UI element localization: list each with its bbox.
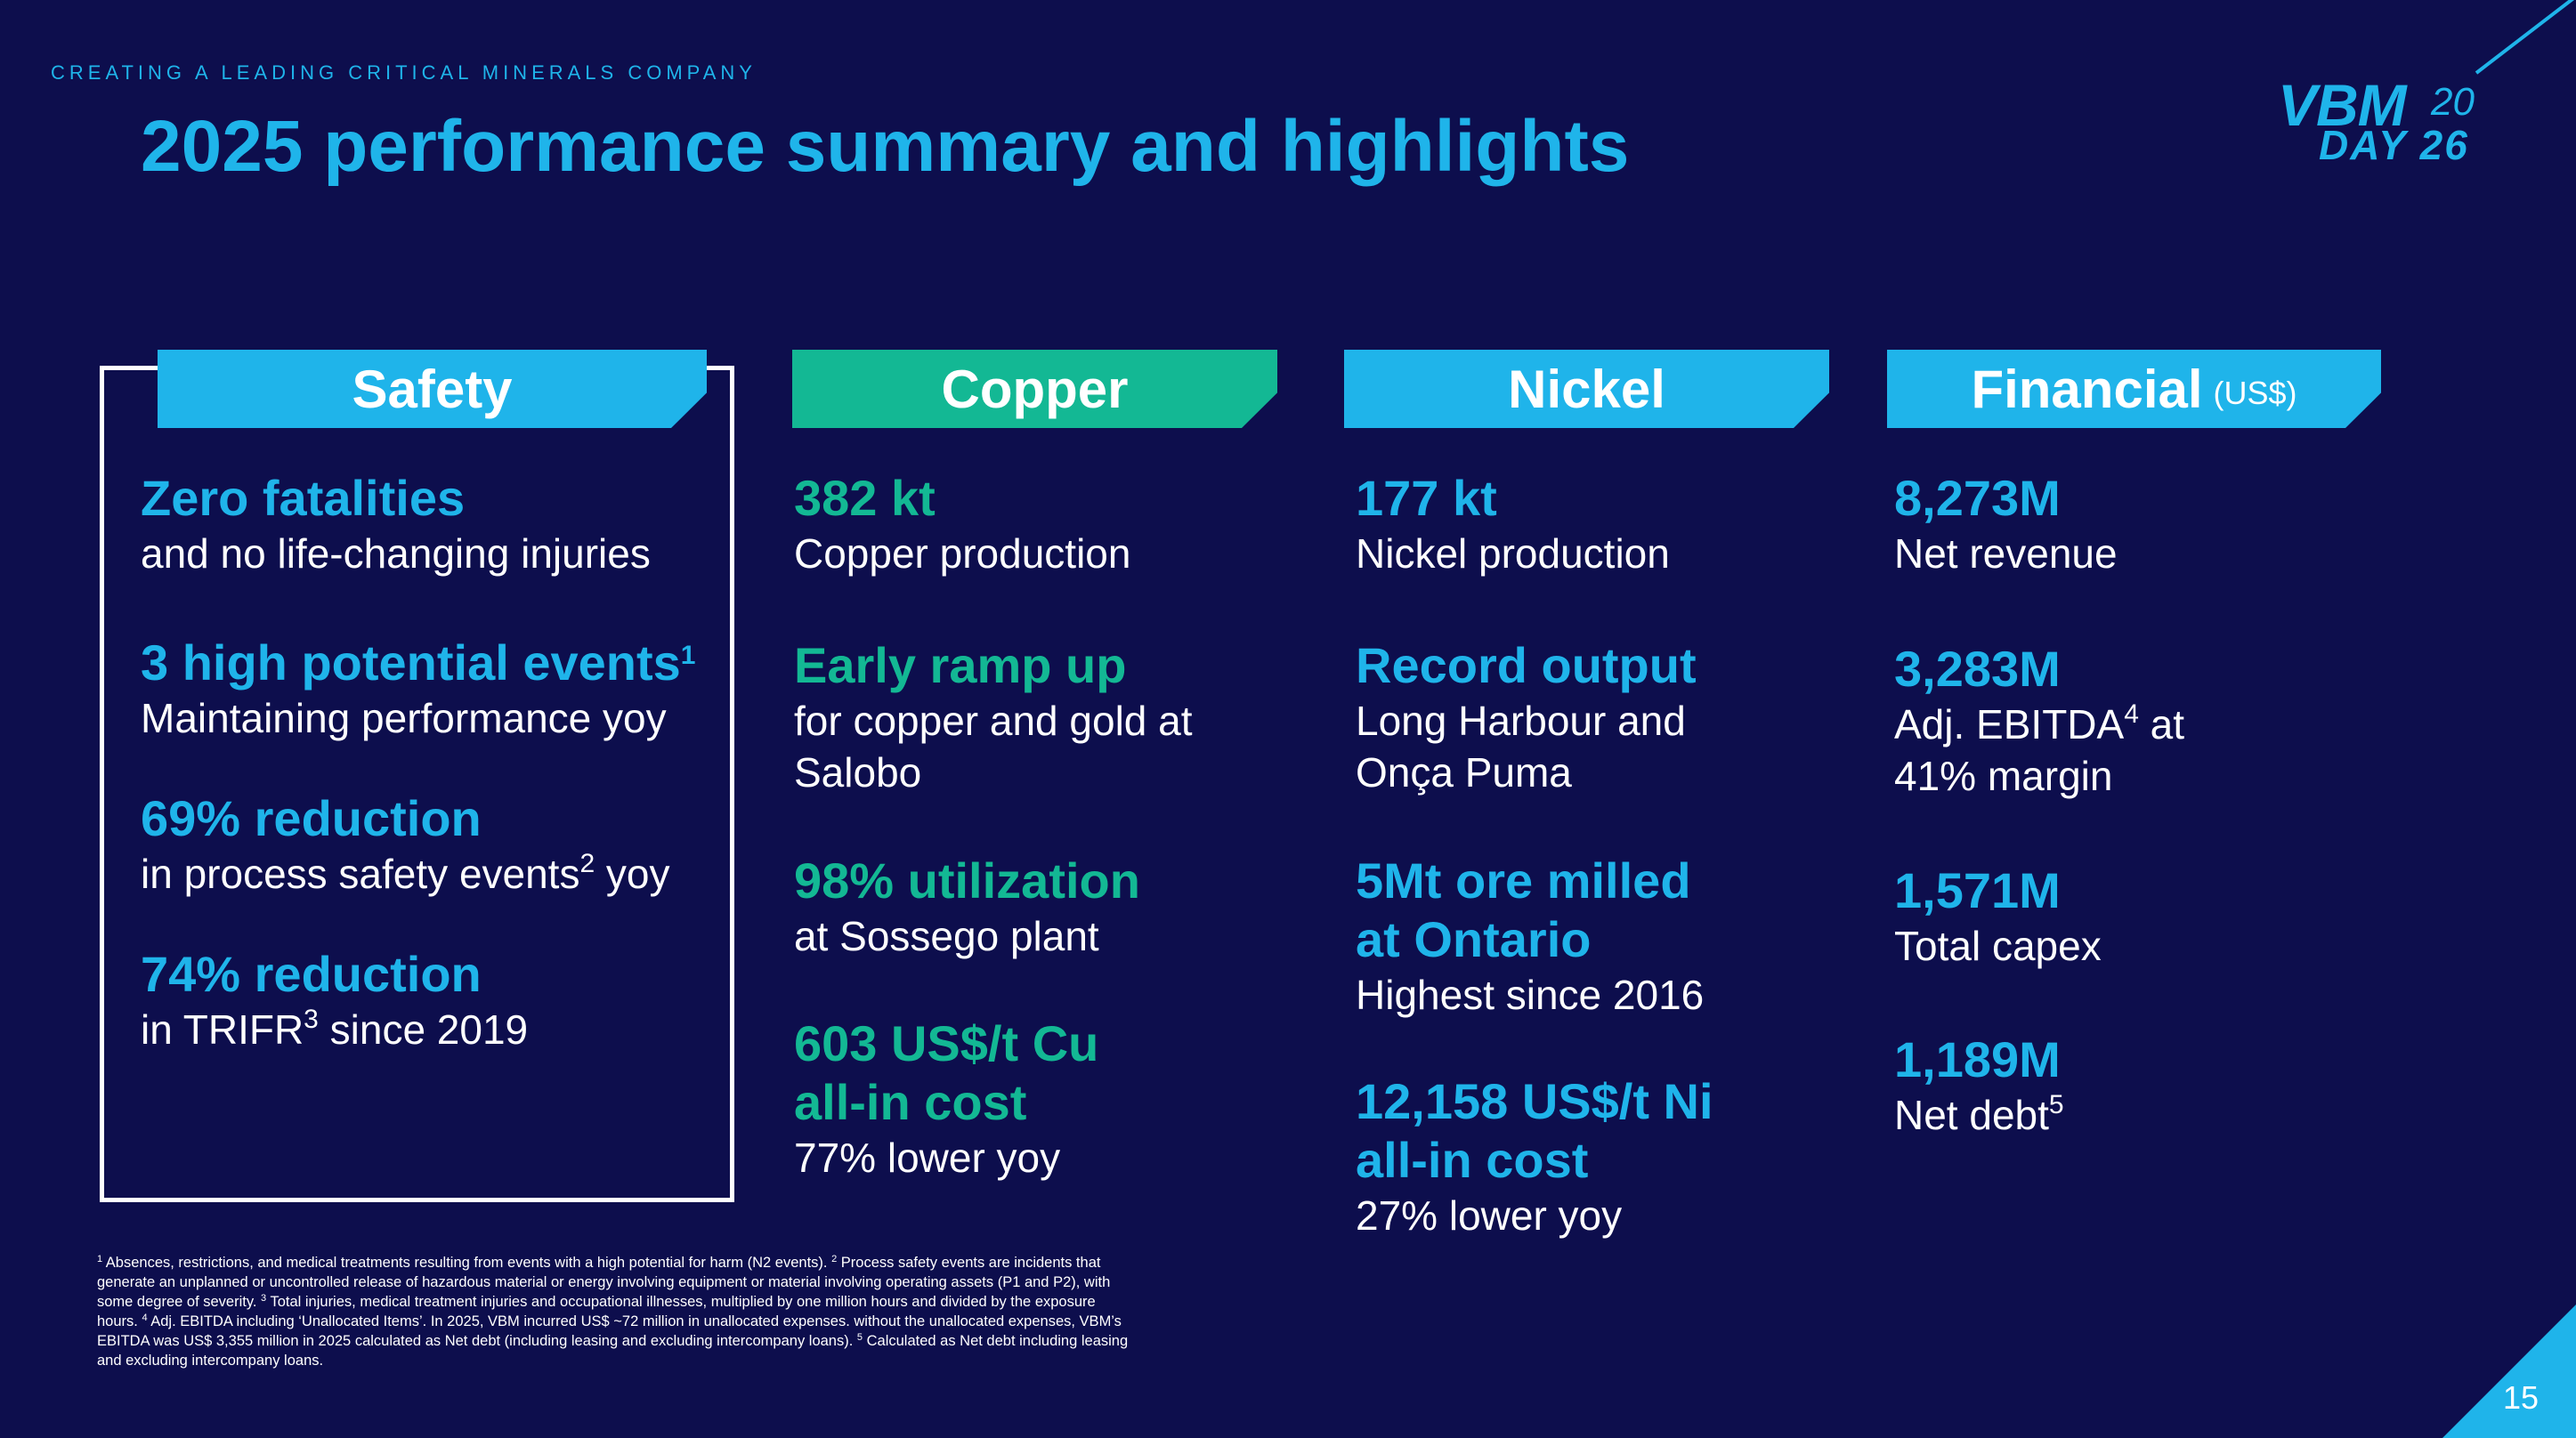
copper-item-value: all-in cost [794,1074,1027,1130]
financial-header-unit: (US$) [2213,375,2297,411]
page-number: 15 [2502,1379,2539,1416]
financial-item-value: 8,273M [1894,470,2061,526]
corner-triangle [2442,1305,2576,1438]
safety-item-desc: in process safety events2 yoy [141,849,670,898]
logo-year-prefix: 20 [2431,80,2475,124]
financial-item-desc: Net debt5 [1894,1090,2064,1139]
copper-header: Copper [792,350,1277,428]
safety-header: Safety [158,350,707,428]
nickel-item-desc: Highest since 2016 [1356,972,1705,1018]
copper-item: 603 US$/t Cu all-in cost 77% lower yoy [794,1014,1346,1184]
financial-item-desc: Adj. EBITDA4 at [1894,699,2185,748]
nickel-item-value: 177 kt [1356,470,1497,526]
nickel-item-desc: Onça Puma [1356,749,1572,796]
copper-item-desc: 77% lower yoy [794,1135,1061,1181]
copper-item-desc: at Sossego plant [794,913,1099,959]
nickel-item-value: 12,158 US$/t Ni [1356,1073,1713,1129]
nickel-item-value: all-in cost [1356,1132,1589,1188]
safety-header-label: Safety [352,359,513,419]
nickel-item-desc: 27% lower yoy [1356,1192,1623,1239]
safety-item: Zero fatalities and no life-changing inj… [141,469,693,579]
footnote: 1 Absences, restrictions, and medical tr… [97,1254,1129,1369]
safety-item: 74% reduction in TRIFR3 since 2019 [141,945,693,1055]
safety-item-value: 69% reduction [141,790,482,846]
page-title: 2025 performance summary and highlights [141,106,1630,187]
copper-item-value: 382 kt [794,470,936,526]
vbm-day-logo: VBM 20 DAY 26 [2278,71,2500,169]
financial-header-label: Financial [1971,359,2203,419]
nickel-header: Nickel [1344,350,1829,428]
nickel-item-value: 5Mt ore milled [1356,852,1691,909]
financial-header: Financial (US$) [1887,350,2381,428]
logo-brand: VBM [2278,72,2407,138]
financial-item: 8,273M Net revenue [1894,469,2446,579]
financial-item: 1,571M Total capex [1894,861,2446,972]
financial-item-value: 1,571M [1894,862,2061,918]
nickel-item-value: at Ontario [1356,911,1592,967]
nickel-item: Record output Long Harbour and Onça Puma [1356,636,1908,798]
safety-item-value: 74% reduction [141,946,482,1002]
financial-item-desc: 41% margin [1894,753,2113,799]
financial-item-desc: Total capex [1894,923,2102,969]
safety-item-value: 3 high potential events1 [141,634,696,691]
copper-item-desc: Salobo [794,749,922,796]
copper-item-desc: for copper and gold at [794,698,1193,744]
corner-accent-line [2475,0,2575,75]
financial-item: 1,189M Net debt5 [1894,1030,2446,1141]
nickel-header-label: Nickel [1508,359,1665,419]
copper-item: 98% utilization at Sossego plant [794,852,1346,962]
nickel-item: 177 kt Nickel production [1356,469,1908,579]
safety-item-value: Zero fatalities [141,470,466,526]
copper-item-value: 98% utilization [794,852,1140,909]
safety-item: 3 high potential events1 Maintaining per… [141,634,696,744]
nickel-item-desc: Nickel production [1356,530,1670,577]
copper-item-value: 603 US$/t Cu [794,1015,1099,1071]
financial-item-value: 1,189M [1894,1031,2061,1087]
copper-item: Early ramp up for copper and gold at Sal… [794,636,1346,798]
nickel-item: 5Mt ore milled at Ontario Highest since … [1356,852,1908,1021]
copper-item: 382 kt Copper production [794,469,1346,579]
copper-header-label: Copper [941,359,1129,419]
logo-day: DAY 26 [2319,122,2469,168]
safety-item: 69% reduction in process safety events2 … [141,789,693,900]
financial-item-value: 3,283M [1894,641,2061,697]
nickel-item-desc: Long Harbour and [1356,698,1686,744]
nickel-item-value: Record output [1356,637,1697,693]
financial-item: 3,283M Adj. EBITDA4 at 41% margin [1894,640,2446,802]
copper-item-desc: Copper production [794,530,1131,577]
nickel-item: 12,158 US$/t Ni all-in cost 27% lower yo… [1356,1072,1908,1241]
financial-item-desc: Net revenue [1894,530,2118,577]
kicker: CREATING A LEADING CRITICAL MINERALS COM… [51,61,757,84]
copper-item-value: Early ramp up [794,637,1127,693]
safety-item-desc: Maintaining performance yoy [141,695,667,741]
safety-item-desc: in TRIFR3 since 2019 [141,1005,529,1054]
safety-item-desc: and no life-changing injuries [141,530,651,577]
